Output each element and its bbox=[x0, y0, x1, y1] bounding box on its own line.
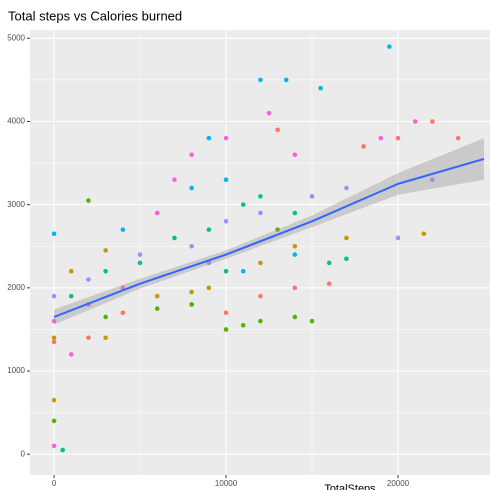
point bbox=[412, 119, 418, 124]
y-tick-label: 5000 bbox=[7, 33, 25, 42]
point bbox=[120, 227, 126, 232]
point bbox=[275, 227, 280, 232]
chart-title: Total steps vs Calories burned bbox=[8, 8, 182, 23]
point bbox=[172, 177, 177, 183]
point bbox=[318, 85, 323, 91]
x-axis-label: TotalSteps bbox=[324, 483, 376, 490]
point bbox=[395, 135, 401, 141]
point bbox=[154, 210, 160, 216]
point bbox=[258, 77, 263, 83]
point bbox=[326, 281, 332, 286]
point bbox=[68, 268, 74, 274]
point bbox=[266, 110, 272, 116]
point bbox=[326, 260, 332, 266]
point bbox=[387, 44, 392, 49]
x-tick-label: 0 bbox=[52, 479, 57, 488]
point bbox=[154, 306, 160, 311]
point bbox=[223, 268, 229, 274]
point bbox=[103, 314, 108, 320]
point bbox=[223, 135, 229, 141]
point bbox=[430, 177, 435, 183]
point bbox=[223, 219, 229, 224]
point bbox=[206, 285, 212, 291]
point bbox=[395, 235, 401, 241]
point bbox=[137, 252, 143, 257]
point bbox=[68, 293, 74, 299]
panel bbox=[30, 30, 490, 475]
point bbox=[292, 285, 298, 291]
y-tick-label: 3000 bbox=[7, 200, 25, 209]
point bbox=[189, 185, 194, 191]
point bbox=[103, 248, 108, 253]
point bbox=[137, 260, 143, 266]
point bbox=[189, 302, 194, 307]
point bbox=[206, 227, 212, 232]
point bbox=[292, 243, 298, 249]
point bbox=[309, 194, 315, 199]
x-tick-label: 20000 bbox=[387, 479, 410, 488]
point bbox=[258, 260, 263, 266]
point bbox=[60, 447, 65, 453]
point bbox=[292, 152, 298, 158]
point bbox=[206, 135, 212, 141]
point bbox=[51, 418, 57, 424]
point bbox=[103, 268, 108, 274]
point bbox=[103, 335, 108, 341]
point bbox=[86, 277, 91, 282]
point bbox=[223, 310, 229, 316]
point bbox=[240, 268, 246, 274]
point bbox=[344, 256, 349, 262]
point bbox=[292, 210, 298, 216]
point bbox=[309, 318, 315, 324]
point bbox=[344, 235, 349, 241]
point bbox=[223, 177, 229, 183]
point bbox=[68, 352, 74, 357]
point bbox=[283, 77, 289, 83]
point bbox=[189, 243, 194, 249]
point bbox=[344, 185, 349, 191]
point bbox=[258, 318, 263, 324]
x-tick-label: 10000 bbox=[215, 479, 238, 488]
point bbox=[258, 194, 263, 199]
y-tick-label: 2000 bbox=[7, 283, 25, 292]
point bbox=[258, 210, 263, 216]
point bbox=[86, 335, 91, 341]
point bbox=[240, 202, 246, 207]
point bbox=[172, 235, 177, 241]
y-tick-label: 1000 bbox=[7, 366, 25, 375]
y-tick-label: 4000 bbox=[7, 117, 25, 126]
point bbox=[223, 327, 229, 332]
point bbox=[51, 339, 57, 345]
point bbox=[292, 252, 298, 257]
point bbox=[189, 152, 194, 158]
point bbox=[240, 322, 246, 328]
point bbox=[86, 198, 91, 203]
point bbox=[189, 289, 194, 295]
point bbox=[120, 310, 126, 316]
point bbox=[51, 318, 57, 324]
point bbox=[51, 231, 57, 237]
confidence-band bbox=[54, 138, 484, 325]
point bbox=[430, 119, 435, 124]
point bbox=[51, 443, 57, 449]
y-tick-label: 0 bbox=[21, 449, 26, 458]
point bbox=[455, 135, 461, 141]
point bbox=[275, 127, 280, 133]
point bbox=[51, 397, 57, 403]
point bbox=[378, 135, 384, 141]
point bbox=[154, 293, 160, 299]
point bbox=[421, 231, 427, 237]
point bbox=[258, 293, 263, 299]
point bbox=[292, 314, 298, 320]
point bbox=[361, 144, 366, 149]
point bbox=[51, 335, 57, 341]
smooth-line bbox=[53, 157, 485, 318]
point bbox=[51, 293, 57, 299]
